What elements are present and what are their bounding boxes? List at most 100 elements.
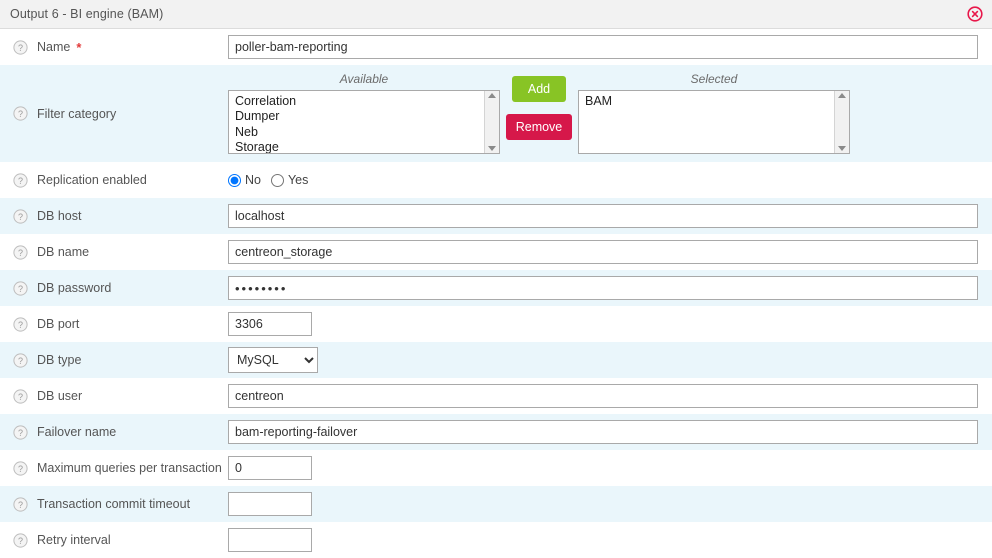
svg-text:?: ? xyxy=(18,109,23,119)
svg-text:?: ? xyxy=(18,176,23,186)
help-circle-icon[interactable]: ? xyxy=(13,532,28,548)
radio-label-no[interactable]: No xyxy=(245,173,261,187)
field-label-retry-interval: Retry interval xyxy=(37,533,111,547)
svg-text:?: ? xyxy=(18,248,23,258)
row-db-port: ? DB port xyxy=(0,306,992,342)
field-cell-replication-enabled: No Yes xyxy=(228,173,992,187)
transfer-buttons: Add Remove xyxy=(500,72,578,140)
list-item[interactable]: BAM xyxy=(585,93,613,108)
label-cell-retry-interval: ? Retry interval xyxy=(0,532,228,548)
panel-title: Output 6 - BI engine (BAM) xyxy=(10,7,164,21)
field-label-filter-category: Filter category xyxy=(37,106,117,121)
help-circle-icon[interactable]: ? xyxy=(13,496,28,512)
radio-label-yes[interactable]: Yes xyxy=(287,173,309,187)
help-circle-icon[interactable]: ? xyxy=(13,106,28,121)
selected-items: BAM xyxy=(579,91,849,110)
radio-input-yes[interactable] xyxy=(270,173,284,187)
row-db-name: ? DB name xyxy=(0,234,992,270)
help-circle-icon[interactable]: ? xyxy=(13,388,28,404)
selected-scrollbar[interactable] xyxy=(834,90,849,153)
scroll-down-icon[interactable] xyxy=(488,145,496,151)
max-queries-input[interactable] xyxy=(228,456,312,480)
replication-radio-group: No Yes xyxy=(228,173,314,187)
radio-option-no[interactable]: No xyxy=(228,173,261,187)
svg-text:?: ? xyxy=(18,428,23,438)
label-cell-max-queries: ? Maximum queries per transaction xyxy=(0,460,228,476)
row-db-password: ? DB password xyxy=(0,270,992,306)
add-button[interactable]: Add xyxy=(512,75,566,102)
field-cell-db-type: MySQL xyxy=(228,347,992,373)
svg-text:?: ? xyxy=(18,392,23,402)
field-cell-retry-interval xyxy=(228,528,992,552)
close-circle-icon[interactable] xyxy=(967,6,983,22)
available-scrollbar[interactable] xyxy=(484,90,499,153)
list-item[interactable]: Neb xyxy=(235,124,258,139)
svg-text:?: ? xyxy=(18,464,23,474)
output-form: ? Name * ? Filter category Available xyxy=(0,29,992,558)
field-cell-db-name xyxy=(228,240,992,264)
help-circle-icon[interactable]: ? xyxy=(13,424,28,440)
field-cell-failover-name xyxy=(228,420,992,444)
commit-timeout-input[interactable] xyxy=(228,492,312,516)
dual-list: Available Correlation Dumper Neb Storage xyxy=(228,66,978,162)
name-input[interactable] xyxy=(228,35,978,59)
db-type-select[interactable]: MySQL xyxy=(228,347,318,373)
panel-header: Output 6 - BI engine (BAM) xyxy=(0,0,992,29)
svg-text:?: ? xyxy=(18,356,23,366)
help-circle-icon[interactable]: ? xyxy=(13,208,28,224)
field-cell-commit-timeout xyxy=(228,492,992,516)
label-cell-filter-category: ? Filter category xyxy=(0,65,228,162)
field-cell-db-password xyxy=(228,276,992,300)
label-cell-name: ? Name * xyxy=(0,40,228,55)
db-name-input[interactable] xyxy=(228,240,978,264)
svg-text:?: ? xyxy=(18,212,23,222)
list-item[interactable]: Storage xyxy=(235,140,279,154)
selected-listbox[interactable]: BAM xyxy=(578,89,850,154)
field-label-db-name: DB name xyxy=(37,245,90,259)
row-retry-interval: ? Retry interval xyxy=(0,522,992,558)
label-cell-replication-enabled: ? Replication enabled xyxy=(0,172,228,188)
row-db-user: ? DB user xyxy=(0,378,992,414)
scroll-up-icon[interactable] xyxy=(838,92,846,98)
field-cell-db-host xyxy=(228,204,992,228)
required-asterisk-name: * xyxy=(76,39,82,55)
field-cell-name xyxy=(228,35,992,59)
selected-caption: Selected xyxy=(690,71,738,86)
label-cell-failover-name: ? Failover name xyxy=(0,424,228,440)
help-circle-icon[interactable]: ? xyxy=(13,460,28,476)
db-user-input[interactable] xyxy=(228,384,978,408)
field-cell-db-user xyxy=(228,384,992,408)
field-label-db-password: DB password xyxy=(37,281,112,295)
svg-text:?: ? xyxy=(18,284,23,294)
row-name: ? Name * xyxy=(0,29,992,65)
radio-option-yes[interactable]: Yes xyxy=(270,173,309,187)
remove-button[interactable]: Remove xyxy=(505,113,573,140)
field-label-commit-timeout: Transaction commit timeout xyxy=(37,497,191,511)
scroll-up-icon[interactable] xyxy=(488,92,496,98)
label-cell-db-type: ? DB type xyxy=(0,352,228,368)
failover-name-input[interactable] xyxy=(228,420,978,444)
field-label-db-host: DB host xyxy=(37,209,82,223)
field-cell-filter-category: Available Correlation Dumper Neb Storage xyxy=(228,65,992,162)
label-cell-db-name: ? DB name xyxy=(0,244,228,260)
db-password-input[interactable] xyxy=(228,276,978,300)
help-circle-icon[interactable]: ? xyxy=(13,352,28,368)
list-item[interactable]: Dumper xyxy=(235,109,280,123)
field-label-max-queries: Maximum queries per transaction xyxy=(37,461,222,475)
available-listbox[interactable]: Correlation Dumper Neb Storage xyxy=(228,89,500,154)
scroll-down-icon[interactable] xyxy=(838,145,846,151)
help-circle-icon[interactable]: ? xyxy=(13,39,28,55)
db-host-input[interactable] xyxy=(228,204,978,228)
field-label-db-type: DB type xyxy=(37,353,82,367)
db-port-input[interactable] xyxy=(228,312,312,336)
radio-input-no[interactable] xyxy=(228,173,241,187)
list-item[interactable]: Correlation xyxy=(235,93,297,108)
label-cell-db-user: ? DB user xyxy=(0,388,228,404)
help-circle-icon[interactable]: ? xyxy=(13,316,28,332)
help-circle-icon[interactable]: ? xyxy=(13,280,28,296)
label-cell-commit-timeout: ? Transaction commit timeout xyxy=(0,496,228,512)
label-cell-db-host: ? DB host xyxy=(0,208,228,224)
help-circle-icon[interactable]: ? xyxy=(13,172,28,188)
help-circle-icon[interactable]: ? xyxy=(13,244,28,260)
retry-interval-input[interactable] xyxy=(228,528,312,552)
